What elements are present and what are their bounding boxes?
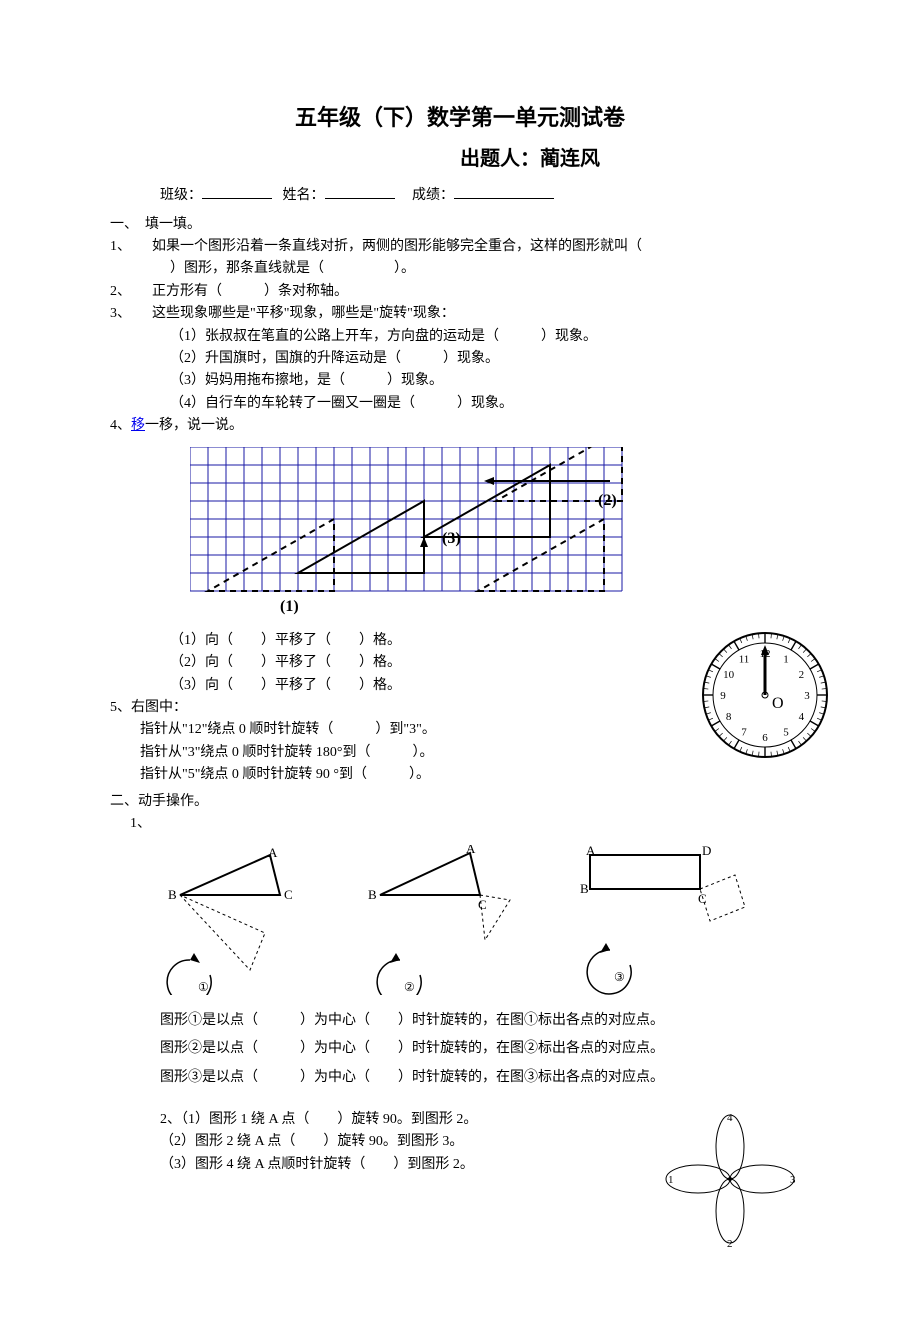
score-blank[interactable] xyxy=(454,185,554,199)
fig-1: A B C ① xyxy=(160,845,320,1003)
petal-n2: 2 xyxy=(727,1238,733,1250)
info-line: 班级： 姓名： 成绩： xyxy=(160,185,810,207)
petal-center xyxy=(728,1177,732,1181)
fig3-solid xyxy=(590,855,700,889)
op1: 图形①是以点（ ）为中心（ ）时针旋转的，在图①标出各点的对应点。 xyxy=(160,1010,810,1032)
fig2-arrow xyxy=(390,953,400,963)
triangles-row: A B C ① A B C ② xyxy=(140,845,780,1003)
fig1-solid xyxy=(180,855,280,895)
grid-figure: (1) (2) (3) xyxy=(190,447,810,625)
grid-label-2: (2) xyxy=(598,492,617,509)
grid-label-1: (1) xyxy=(280,598,299,615)
author-line: 出题人：蔺连风 xyxy=(250,143,810,175)
q1-line-b: ）图形，那条直线就是（ ）。 xyxy=(170,258,810,280)
op2: 图形②是以点（ ）为中心（ ）时针旋转的，在图②标出各点的对应点。 xyxy=(160,1038,810,1060)
svg-text:8: 8 xyxy=(726,711,732,723)
q3-1: （1）张叔叔在笔直的公路上开车，方向盘的运动是（ ）现象。 xyxy=(170,326,810,348)
fig1-A: A xyxy=(268,845,278,860)
petal-n1: 1 xyxy=(668,1174,674,1186)
fig2-num: ② xyxy=(404,980,415,994)
section-1: 一、 填一填。 1、 如果一个图形沿着一条直线对折，两侧的图形能够完全重合，这样… xyxy=(110,214,810,787)
grid-label-3: (3) xyxy=(442,530,461,547)
svg-text:2: 2 xyxy=(799,669,805,681)
fig2-C: C xyxy=(478,897,487,912)
fig1-C: C xyxy=(284,887,293,902)
op3: 图形③是以点（ ）为中心（ ）时针旋转的，在图③标出各点的对应点。 xyxy=(160,1067,810,1089)
svg-text:7: 7 xyxy=(741,726,747,738)
fig3-num: ③ xyxy=(614,970,625,984)
fig3-D: D xyxy=(702,845,711,858)
s2-q1: 1、 xyxy=(130,813,810,835)
svg-text:9: 9 xyxy=(720,690,726,702)
fig-2: A B C ② xyxy=(360,845,530,1003)
petal-left xyxy=(666,1165,730,1193)
section-2: 二、动手操作。 1、 A B C ① A B C xyxy=(110,791,810,1268)
fig2-B: B xyxy=(368,887,377,902)
q3: 3、 这些现象哪些是"平移"现象，哪些是"旋转"现象： xyxy=(110,303,810,325)
fig3-B: B xyxy=(580,881,589,896)
fig-3: A B C D ③ xyxy=(570,845,760,1003)
fig3-dash xyxy=(700,875,745,921)
fig1-arrow xyxy=(190,953,200,963)
q3-4: （4）自行车的车轮转了一圈又一圈是（ ）现象。 xyxy=(170,393,810,415)
svg-text:11: 11 xyxy=(739,654,750,666)
clock-svg: 121234567891011 O xyxy=(690,620,840,770)
q4: 4、移一移，说一说。 xyxy=(110,415,810,437)
arrow-left-head xyxy=(484,477,494,485)
name-blank[interactable] xyxy=(325,185,395,199)
fig2-solid xyxy=(380,853,480,895)
fig3-arrow xyxy=(600,943,610,953)
petal-svg: 4 1 3 2 xyxy=(650,1099,810,1259)
clock-center-label: O xyxy=(772,695,784,712)
petal-n4: 4 xyxy=(727,1112,733,1124)
q1-line-a: 1、 如果一个图形沿着一条直线对折，两侧的图形能够完全重合，这样的图形就叫（ xyxy=(110,236,810,258)
class-blank[interactable] xyxy=(202,185,272,199)
svg-text:10: 10 xyxy=(723,669,735,681)
fig3-C: C xyxy=(698,891,707,906)
q3-3: （3）妈妈用拖布擦地，是（ ）现象。 xyxy=(170,370,810,392)
class-label: 班级： xyxy=(160,188,202,203)
fig3-A: A xyxy=(586,845,596,858)
grid-svg: (1) (2) (3) xyxy=(190,447,630,617)
q3-2: （2）升国旗时，国旗的升降运动是（ ）现象。 xyxy=(170,348,810,370)
svg-text:6: 6 xyxy=(762,732,768,744)
q2: 2、 正方形有（ ）条对称轴。 xyxy=(110,281,810,303)
svg-text:1: 1 xyxy=(783,654,789,666)
svg-text:5: 5 xyxy=(783,726,789,738)
q4-link[interactable]: 移 xyxy=(131,418,145,433)
score-label: 成绩： xyxy=(412,188,454,203)
arrow-up-head xyxy=(420,537,428,547)
clock-figure: 121234567891011 O xyxy=(690,620,840,778)
svg-text:3: 3 xyxy=(804,690,810,702)
q4-suffix: 一移，说一说。 xyxy=(145,418,243,433)
fig1-num: ① xyxy=(198,980,209,994)
s1-heading: 一、 填一填。 xyxy=(110,214,810,236)
petal-right xyxy=(730,1165,794,1193)
fig1-B: B xyxy=(168,887,177,902)
name-label: 姓名： xyxy=(283,188,325,203)
q4-prefix: 4、 xyxy=(110,418,131,433)
fig2-A: A xyxy=(466,845,476,856)
petal-n3: 3 xyxy=(790,1174,796,1186)
svg-text:4: 4 xyxy=(799,711,805,723)
petal-figure: 4 1 3 2 xyxy=(650,1099,810,1267)
page-title: 五年级（下）数学第一单元测试卷 xyxy=(110,100,810,135)
s2-heading: 二、动手操作。 xyxy=(110,791,810,813)
